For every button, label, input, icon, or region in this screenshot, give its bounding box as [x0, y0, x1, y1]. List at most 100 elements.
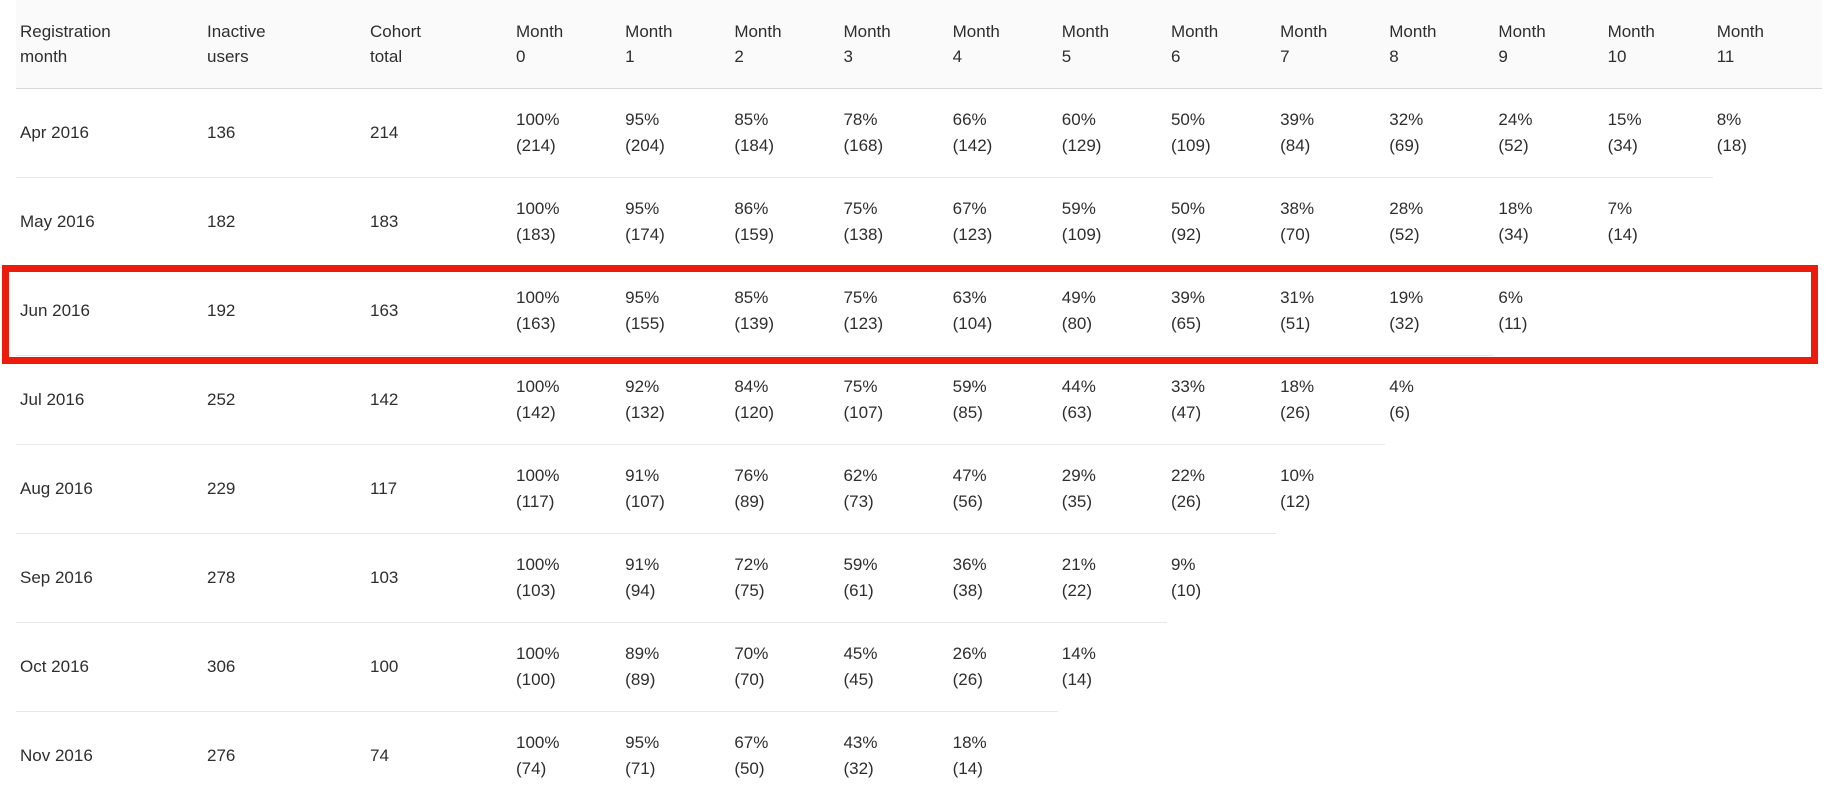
empty-cell: [1713, 534, 1822, 623]
empty-cell: [1713, 712, 1822, 801]
month-10-cell: 15% (34): [1607, 110, 1642, 155]
col-header-month-5: Month 5: [1057, 0, 1167, 89]
empty-cell: [1713, 445, 1822, 534]
empty-cell: [1167, 712, 1276, 801]
month-3-cell: 59% (61): [839, 533, 949, 623]
inactive-users-cell: 306: [203, 622, 366, 712]
month-1-cell: 95% (71): [621, 711, 731, 800]
registration-month-cell: Sep 2016: [16, 533, 203, 623]
month-3-cell: 75% (123): [839, 266, 949, 356]
col-header-month-1: Month 1: [621, 0, 731, 89]
empty-cell: [1167, 623, 1276, 712]
month-1-cell: 95% (155): [621, 266, 731, 356]
cohort-row-jun-2016: Jun 2016 192 163 100% (163) 95% (155) 85% (13…: [16, 266, 1822, 356]
registration-month-cell: Nov 2016: [16, 711, 203, 800]
month-8-cell: 28% (52): [1385, 177, 1495, 267]
empty-cell: [1276, 534, 1385, 623]
inactive-users-cell: 252: [203, 355, 366, 445]
inactive-users-cell: 229: [203, 444, 366, 534]
month-6-cell: 50% (109): [1170, 110, 1211, 155]
inactive-users-cell: 136: [207, 123, 236, 142]
registration-month-cell: Apr 2016: [20, 123, 89, 142]
empty-cell: [1604, 267, 1713, 356]
month-9-cell: 18% (34): [1494, 177, 1604, 267]
month-1-cell: 92% (132): [621, 355, 731, 445]
month-4-cell: 36% (38): [948, 533, 1058, 623]
month-6-cell: 39% (65): [1166, 266, 1277, 356]
inactive-users-cell: 182: [203, 177, 366, 267]
registration-month-cell: Jul 2016: [16, 355, 203, 445]
inactive-users-cell: 278: [203, 533, 366, 623]
registration-month-cell: May 2016: [16, 177, 203, 267]
cohort-total-cell: 214: [370, 123, 399, 142]
header-row: Registration month Inactive users Cohort t…: [16, 0, 1822, 89]
empty-cell: [1604, 534, 1713, 623]
month-4-cell: 18% (14): [948, 711, 1058, 800]
empty-cell: [1385, 712, 1494, 801]
empty-cell: [1713, 623, 1822, 712]
cohort-total-cell: 74: [366, 711, 512, 800]
month-7-cell: 18% (26): [1276, 355, 1386, 445]
month-3-cell: 45% (45): [839, 622, 949, 712]
month-1-cell: 95% (204): [625, 110, 665, 155]
registration-month-cell: Jun 2016: [16, 266, 203, 356]
month-4-cell: 26% (26): [948, 622, 1058, 712]
month-2-cell: 70% (70): [730, 622, 840, 712]
cohort-total-cell: 183: [366, 177, 512, 267]
cohort-total-cell: 142: [366, 355, 512, 445]
col-header-month-3: Month 3: [839, 0, 949, 89]
month-2-cell: 86% (159): [730, 177, 840, 267]
empty-cell: [1713, 267, 1822, 356]
month-8-cell: 32% (69): [1389, 110, 1424, 155]
inactive-users-cell: 192: [203, 266, 366, 356]
month-5-cell: 21% (22): [1057, 533, 1167, 623]
month-7-cell: 39% (84): [1280, 110, 1315, 155]
cohort-row-oct-2016: Oct 2016 306 100 100% (100) 89% (89) 70% (70)…: [16, 622, 1822, 712]
cohort-row-may-2016: May 2016 182 183 100% (183) 95% (174) 86% (15…: [16, 177, 1822, 267]
empty-cell: [1713, 178, 1822, 267]
col-header-month-10: Month 10: [1603, 0, 1713, 89]
month-0-cell: 100% (163): [512, 266, 622, 356]
cohort-row-jul-2016: Jul 2016 252 142 100% (142) 92% (132) 84% (12…: [16, 355, 1822, 445]
cohort-row-sep-2016: Sep 2016 278 103 100% (103) 91% (94) 72% (75)…: [16, 533, 1822, 623]
month-6-cell: 22% (26): [1166, 444, 1277, 534]
month-0-cell: 100% (117): [512, 444, 622, 534]
month-9-cell: 24% (52): [1498, 110, 1533, 155]
month-0-cell: 100% (100): [512, 622, 622, 712]
month-2-cell: 85% (184): [734, 110, 774, 155]
month-1-cell: 95% (174): [621, 177, 731, 267]
month-3-cell: 62% (73): [839, 444, 949, 534]
month-4-cell: 66% (142): [952, 110, 993, 155]
month-7-cell: 10% (12): [1276, 444, 1386, 534]
col-header-month-4: Month 4: [948, 0, 1058, 89]
month-6-cell: 9% (10): [1166, 533, 1277, 623]
inactive-users-cell: 276: [203, 711, 366, 800]
month-8-cell: 19% (32): [1385, 266, 1495, 356]
col-header-cohort-total: Cohort total: [366, 0, 512, 89]
empty-cell: [1604, 712, 1713, 801]
cohort-total-cell: 163: [366, 266, 512, 356]
month-3-cell: 43% (32): [839, 711, 949, 800]
cohort-row-nov-2016: Nov 2016 276 74 100% (74) 95% (71) 67% (50) 43…: [16, 711, 1822, 801]
empty-cell: [1385, 445, 1494, 534]
cohort-total-cell: 100: [366, 622, 512, 712]
month-2-cell: 84% (120): [730, 355, 840, 445]
month-4-cell: 67% (123): [948, 177, 1058, 267]
month-0-cell: 100% (183): [512, 177, 622, 267]
month-1-cell: 89% (89): [621, 622, 731, 712]
cohort-table-body: Apr 2016 136 214 100% (214) 95% (204) 85% (18…: [16, 89, 1822, 801]
month-5-cell: 14% (14): [1057, 622, 1167, 712]
month-4-cell: 63% (104): [948, 266, 1058, 356]
empty-cell: [1494, 712, 1603, 801]
month-1-cell: 91% (107): [621, 444, 731, 534]
month-3-cell: 75% (107): [839, 355, 949, 445]
month-2-cell: 76% (89): [730, 444, 840, 534]
month-3-cell: 75% (138): [839, 177, 949, 267]
empty-cell: [1494, 623, 1603, 712]
month-7-cell: 31% (51): [1276, 266, 1386, 356]
col-header-month-6: Month 6: [1166, 0, 1277, 89]
empty-cell: [1494, 534, 1603, 623]
month-11-cell: 8% (18): [1716, 110, 1747, 156]
month-5-cell: 59% (109): [1057, 177, 1167, 267]
month-5-cell: 60% (129): [1061, 110, 1102, 155]
